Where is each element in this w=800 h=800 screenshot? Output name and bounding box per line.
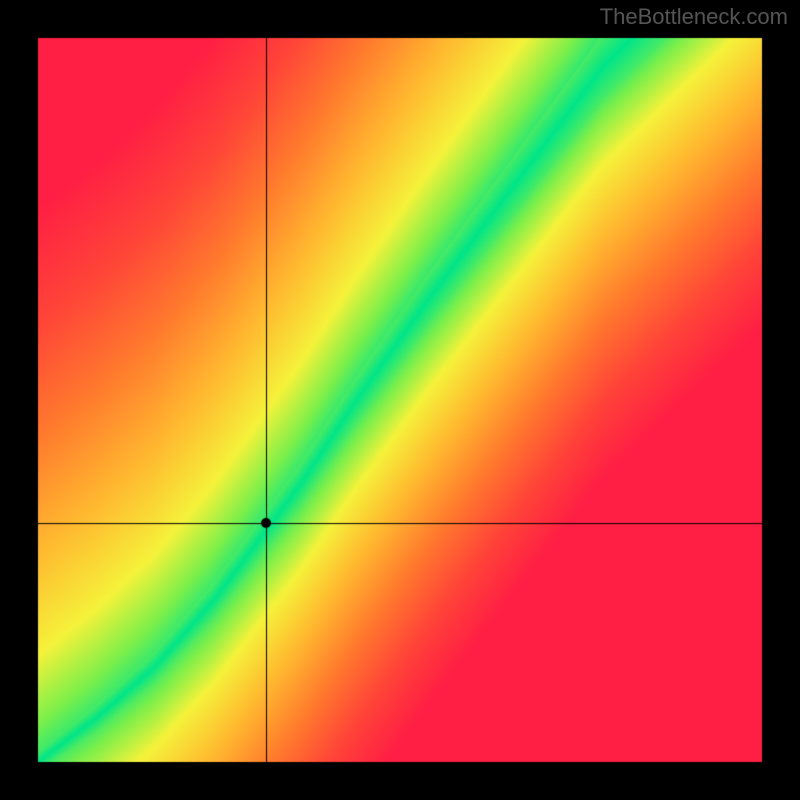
- watermark-text: TheBottleneck.com: [600, 4, 788, 30]
- chart-container: TheBottleneck.com: [0, 0, 800, 800]
- heatmap-canvas: [0, 0, 800, 800]
